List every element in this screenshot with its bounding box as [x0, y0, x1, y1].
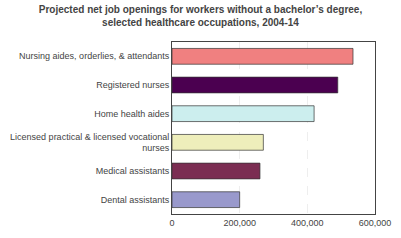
svg-text:Medical assistants: Medical assistants [96, 166, 170, 176]
svg-text:200,000: 200,000 [223, 218, 256, 228]
svg-text:Projected net job openings for: Projected net job openings for workers w… [39, 4, 363, 28]
svg-text:Licensed practical & licensed: Licensed practical & licensed vocational… [10, 132, 170, 154]
svg-text:400,000: 400,000 [291, 218, 324, 228]
svg-text:600,000: 600,000 [359, 218, 392, 228]
svg-text:0: 0 [169, 218, 174, 228]
svg-text:Home health aides: Home health aides [94, 109, 170, 119]
svg-text:Dental assistants: Dental assistants [101, 195, 170, 205]
svg-text:Registered nurses: Registered nurses [96, 80, 170, 90]
svg-text:Nursing aides, orderlies, & at: Nursing aides, orderlies, & attendants [19, 51, 170, 61]
